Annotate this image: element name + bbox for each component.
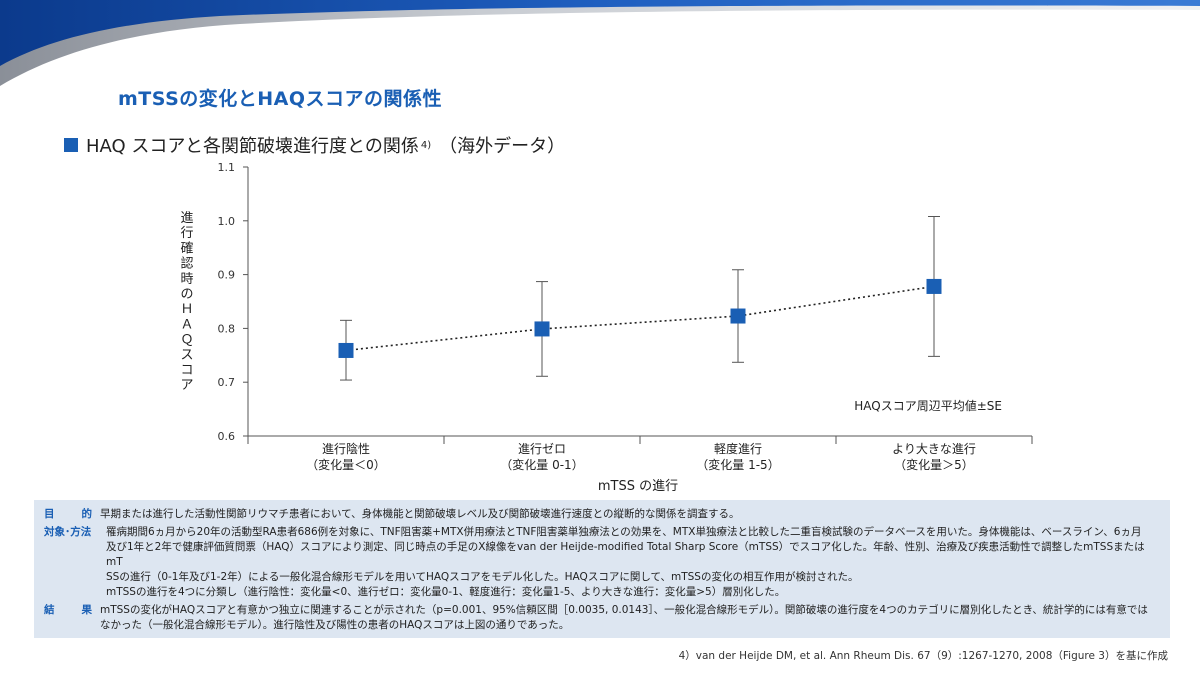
x-tick-label: より大きな進行: [892, 442, 976, 456]
section-heading: HAQ スコアと各関節破壊進行度との関係 4) （海外データ）: [64, 132, 565, 158]
data-point: [926, 278, 942, 294]
haq-chart: 0.6 0.7 0.8 0.9 1.0 1.1 進行陰性（変化量＜0） 進行ゼロ（変化量 0-…: [180, 161, 1033, 494]
x-axis-label: mTSS の進行: [598, 479, 678, 494]
method-row: 対象･方法 罹病期間6ヵ月から20年の活動型RA患者686例を対象に、TNF阻害…: [44, 525, 1160, 600]
data-point: [730, 308, 746, 324]
citation: 4）van der Heijde DM, et al. Ann Rheum Di…: [678, 650, 1168, 662]
data-point: [338, 342, 354, 358]
heading-reference: 4): [420, 139, 432, 151]
method-text: 罹病期間6ヵ月から20年の活動型RA患者686例を対象に、TNF阻害薬+MTX併…: [106, 526, 1145, 598]
y-tick-label: 0.7: [218, 376, 236, 389]
y-tick-label: 0.8: [218, 322, 236, 335]
x-tick-label: （変化量 0-1）: [500, 457, 583, 472]
x-tick-label: 軽度進行: [714, 441, 762, 456]
x-tick-label: 進行陰性: [322, 442, 370, 456]
x-tick-label: （変化量 1-5）: [696, 457, 779, 472]
study-info-box: 目 的 早期または進行した活動性関節リウマチ患者において、身体機能と関節破壊レベ…: [34, 500, 1170, 638]
page-title: mTSSの変化とHAQスコアの関係性: [118, 88, 443, 110]
purpose-label: 目 的: [44, 508, 92, 520]
purpose-row: 目 的 早期または進行した活動性関節リウマチ患者において、身体機能と関節破壊レベ…: [44, 507, 1160, 522]
y-axis-label: 進行確認時のＨＡＱスコア: [180, 211, 193, 393]
y-tick-label: 1.1: [218, 161, 236, 174]
method-label: 対象･方法: [44, 526, 92, 538]
square-bullet-icon: [64, 138, 78, 152]
chart-annotation: HAQスコア周辺平均値±SE: [854, 398, 1002, 413]
heading-text: HAQ スコアと各関節破壊進行度との関係: [86, 136, 419, 157]
purpose-text: 早期または進行した活動性関節リウマチ患者において、身体機能と関節破壊レベル及び関…: [100, 508, 740, 520]
y-tick-label: 0.9: [218, 269, 236, 282]
x-tick-label: 進行ゼロ: [518, 442, 566, 456]
x-tick-label: （変化量＜0）: [306, 457, 386, 472]
result-row: 結 果 mTSSの変化がHAQスコアと有意かつ独立に関連することが示された（p=…: [44, 603, 1160, 633]
result-label: 結 果: [44, 604, 92, 616]
heading-note: （海外データ）: [439, 136, 566, 157]
y-tick-label: 0.6: [218, 430, 236, 443]
trend-line: [345, 285, 935, 352]
data-point: [534, 321, 550, 337]
y-tick-label: 1.0: [218, 215, 236, 228]
result-text: mTSSの変化がHAQスコアと有意かつ独立に関連することが示された（p=0.00…: [100, 604, 1148, 631]
x-tick-label: （変化量＞5）: [894, 457, 974, 472]
